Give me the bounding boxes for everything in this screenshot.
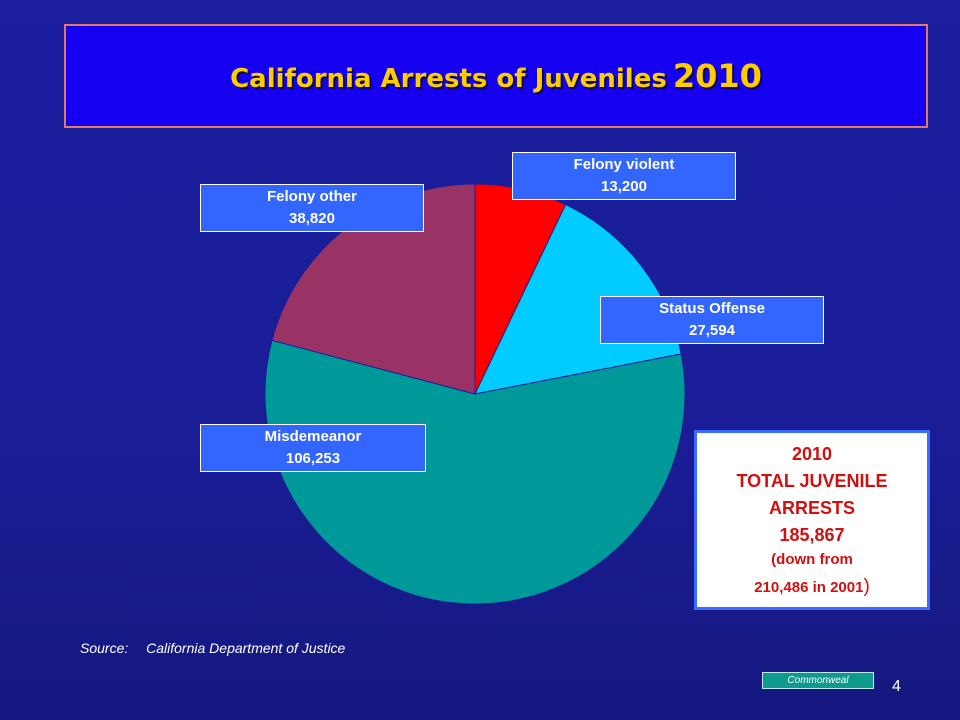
slice-label-misdemeanor: Misdemeanor (264, 428, 362, 445)
brand-badge: Commonweal (762, 672, 874, 689)
label-status-offense: Status Offense 27,594 (600, 296, 824, 344)
slice-value-misdemeanor: 106,253 (285, 450, 341, 467)
total-note-close: ) (863, 576, 870, 597)
title-year: 2010 (672, 57, 762, 95)
slice-value-felony-violent: 13,200 (601, 178, 647, 195)
page-number: 4 (892, 678, 901, 695)
total-line2: ARRESTS (768, 498, 855, 518)
slice-label-felony-other: Felony other (266, 188, 357, 205)
label-felony-violent: Felony violent 13,200 (512, 152, 736, 200)
slice-value-status-offense: 27,594 (689, 322, 735, 339)
label-felony-other: Felony other 38,820 (200, 184, 424, 232)
slice-value-felony-other: 38,820 (289, 210, 335, 227)
total-arrests-box: 2010 TOTAL JUVENILE ARRESTS 185,867 (dow… (694, 430, 930, 610)
title-text: California Arrests of Juveniles (230, 64, 667, 94)
label-misdemeanor: Misdemeanor 106,253 (200, 424, 426, 472)
source-text: California Department of Justice (146, 640, 346, 656)
source-label: Source: (80, 640, 129, 656)
total-note-line1: (down from (771, 551, 853, 568)
total-value: 185,867 (779, 525, 845, 545)
total-note-line2: 210,486 in 2001 (754, 579, 864, 596)
chart-title: California Arrests of Juveniles 2010 (230, 57, 762, 95)
source-note: Source: California Department of Justice (80, 640, 345, 656)
total-line1: TOTAL JUVENILE (736, 471, 888, 491)
slice-label-felony-violent: Felony violent (573, 156, 675, 173)
total-year: 2010 (791, 444, 833, 464)
title-box: California Arrests of Juveniles 2010 (64, 24, 928, 128)
slice-label-status-offense: Status Offense (659, 300, 765, 317)
total-note-line2-wrap: 210,486 in 2001) (697, 573, 927, 602)
